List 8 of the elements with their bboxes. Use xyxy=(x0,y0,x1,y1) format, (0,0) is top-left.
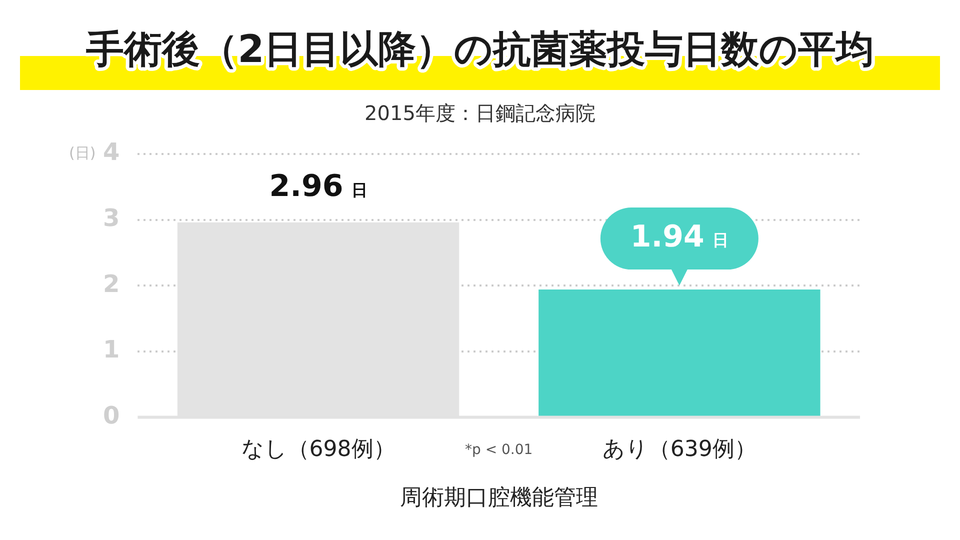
x-axis-title: 周術期口腔機能管理 xyxy=(400,486,598,511)
text: *p < 0.01 xyxy=(465,442,533,458)
data-label: 1.94 日 xyxy=(630,219,728,254)
x-tick-label: なし（698例） xyxy=(241,437,396,462)
y-axis-title: (日) xyxy=(68,144,96,162)
chart-subtitle: 2015年度：日鋼記念病院 xyxy=(364,101,596,126)
data-label: 2.96 日 xyxy=(269,169,368,204)
x-tick-label: あり（639例） xyxy=(602,437,756,462)
